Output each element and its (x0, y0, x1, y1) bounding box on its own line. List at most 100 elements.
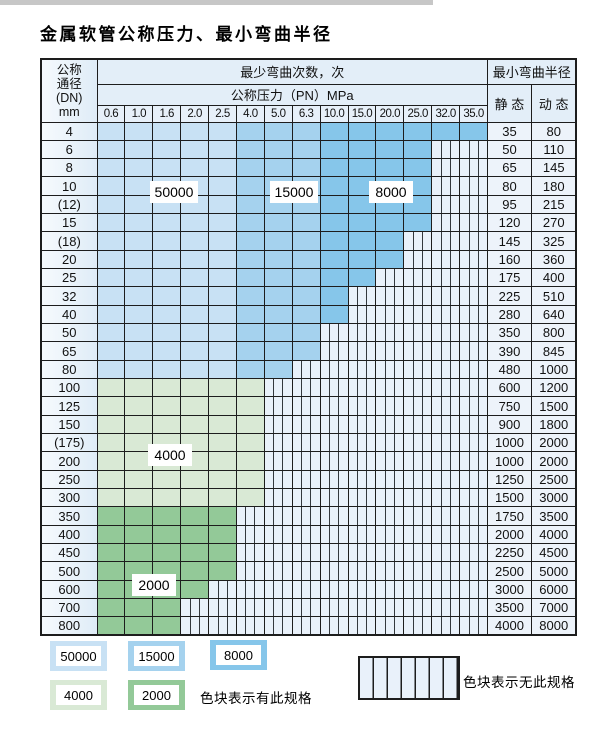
no-spec-cell (403, 469, 433, 490)
table-row: 25 175 400 (40, 268, 577, 288)
legend-swatch-8000: 8000 (210, 640, 267, 670)
spec-cell (208, 341, 237, 361)
spec-cell (96, 194, 126, 215)
table-row: 6 50 110 (40, 139, 577, 160)
static-radius-cell: 1000 (486, 433, 532, 453)
spec-cell (235, 359, 265, 380)
spec-cell (235, 268, 265, 288)
dynamic-radius-cell: 400 (530, 268, 577, 288)
spec-cell (96, 561, 126, 581)
spec-cell (208, 488, 237, 508)
dynamic-radius-cell: 145 (530, 158, 577, 178)
no-spec-cell (180, 598, 210, 618)
spec-cell (96, 579, 126, 600)
region-label-2000: 2000 (132, 574, 176, 596)
spec-cell (291, 158, 321, 178)
no-spec-cell (459, 249, 488, 270)
spec-cell (152, 598, 182, 618)
no-spec-cell (375, 561, 405, 581)
no-spec-cell (235, 506, 265, 526)
no-spec-cell (403, 268, 433, 288)
spec-cell (180, 213, 210, 233)
header-row-1: 公称 通径 (DN) mm 最少弯曲次数，次 最小弯曲半径 (40, 58, 577, 123)
spec-cell (180, 488, 210, 508)
static-radius-cell: 4000 (486, 616, 532, 636)
no-spec-cell (403, 616, 433, 636)
spec-cell (152, 158, 182, 178)
spec-cell (235, 194, 265, 215)
no-spec-cell (319, 469, 349, 490)
spec-cell (347, 268, 377, 288)
dynamic-radius-cell: 8000 (530, 616, 577, 636)
no-spec-cell (459, 506, 488, 526)
spec-cell (347, 139, 377, 160)
dynamic-radius-cell: 1800 (530, 414, 577, 435)
no-spec-cell (319, 579, 349, 600)
static-radius-cell: 750 (486, 396, 532, 416)
legend-has-spec-text: 色块表示有此规格 (200, 691, 312, 706)
no-spec-cell (403, 506, 433, 526)
no-spec-cell (375, 543, 405, 563)
dynamic-radius-cell: 215 (530, 194, 577, 215)
no-spec-cell (319, 359, 349, 380)
spec-cell (124, 414, 154, 435)
spec-cell (152, 231, 182, 251)
no-spec-cell (208, 579, 237, 600)
spec-cell (208, 121, 237, 141)
spec-cell (96, 616, 126, 636)
corner-line: 通径 (56, 76, 82, 91)
dynamic-radius-cell: 510 (530, 286, 577, 306)
no-spec-cell (431, 451, 461, 471)
no-spec-cell (375, 304, 405, 325)
dynamic-radius-cell: 2000 (530, 451, 577, 471)
spec-cell (124, 378, 154, 398)
spec-cell (124, 139, 154, 160)
spec-cell (208, 543, 237, 563)
no-spec-cell (347, 341, 377, 361)
no-spec-cell (403, 249, 433, 270)
no-spec-cell (459, 561, 488, 581)
dynamic-radius-cell: 6000 (530, 579, 577, 600)
no-spec-cell (459, 231, 488, 251)
static-radius-cell: 175 (486, 268, 532, 288)
table-row: 200 1000 2000 (40, 451, 577, 471)
dynamic-radius-cell: 4500 (530, 543, 577, 563)
spec-table: 公称 通径 (DN) mm 最少弯曲次数，次 最小弯曲半径 公称压力（PN）MP… (40, 58, 578, 637)
spec-cell (347, 213, 377, 233)
dynamic-radius-cell: 7000 (530, 598, 577, 618)
spec-cell (208, 286, 237, 306)
no-spec-cell (180, 616, 210, 636)
no-spec-cell (459, 139, 488, 160)
no-spec-cell (431, 414, 461, 435)
spec-cell (235, 176, 265, 196)
no-spec-cell (431, 598, 461, 618)
no-spec-cell (347, 451, 377, 471)
spec-cell (319, 213, 349, 233)
no-spec-cell (459, 616, 488, 636)
table-row: 250 1250 2500 (40, 469, 577, 490)
no-spec-cell (235, 579, 265, 600)
pressure-header-cell: 1.6 (152, 104, 182, 123)
no-spec-cell (347, 396, 377, 416)
dynamic-radius-cell: 1200 (530, 378, 577, 398)
no-spec-cell (431, 579, 461, 600)
no-spec-cell (431, 433, 461, 453)
no-spec-cell (459, 396, 488, 416)
spec-cell (124, 121, 154, 141)
no-spec-cell (403, 396, 433, 416)
spec-cell (180, 249, 210, 270)
no-spec-cell (459, 286, 488, 306)
spec-cell (124, 323, 154, 343)
spec-cell (152, 469, 182, 490)
dn-cell: 500 (40, 561, 98, 581)
legend-swatch-label: 4000 (56, 685, 101, 705)
dn-cell: 250 (40, 469, 98, 490)
spec-cell (291, 341, 321, 361)
no-spec-cell (459, 158, 488, 178)
spec-cell (96, 469, 126, 490)
spec-cell (96, 304, 126, 325)
spec-cell (263, 121, 293, 141)
no-spec-cell (459, 543, 488, 563)
table-row: 15 120 270 (40, 213, 577, 233)
dn-cell: 200 (40, 451, 98, 471)
